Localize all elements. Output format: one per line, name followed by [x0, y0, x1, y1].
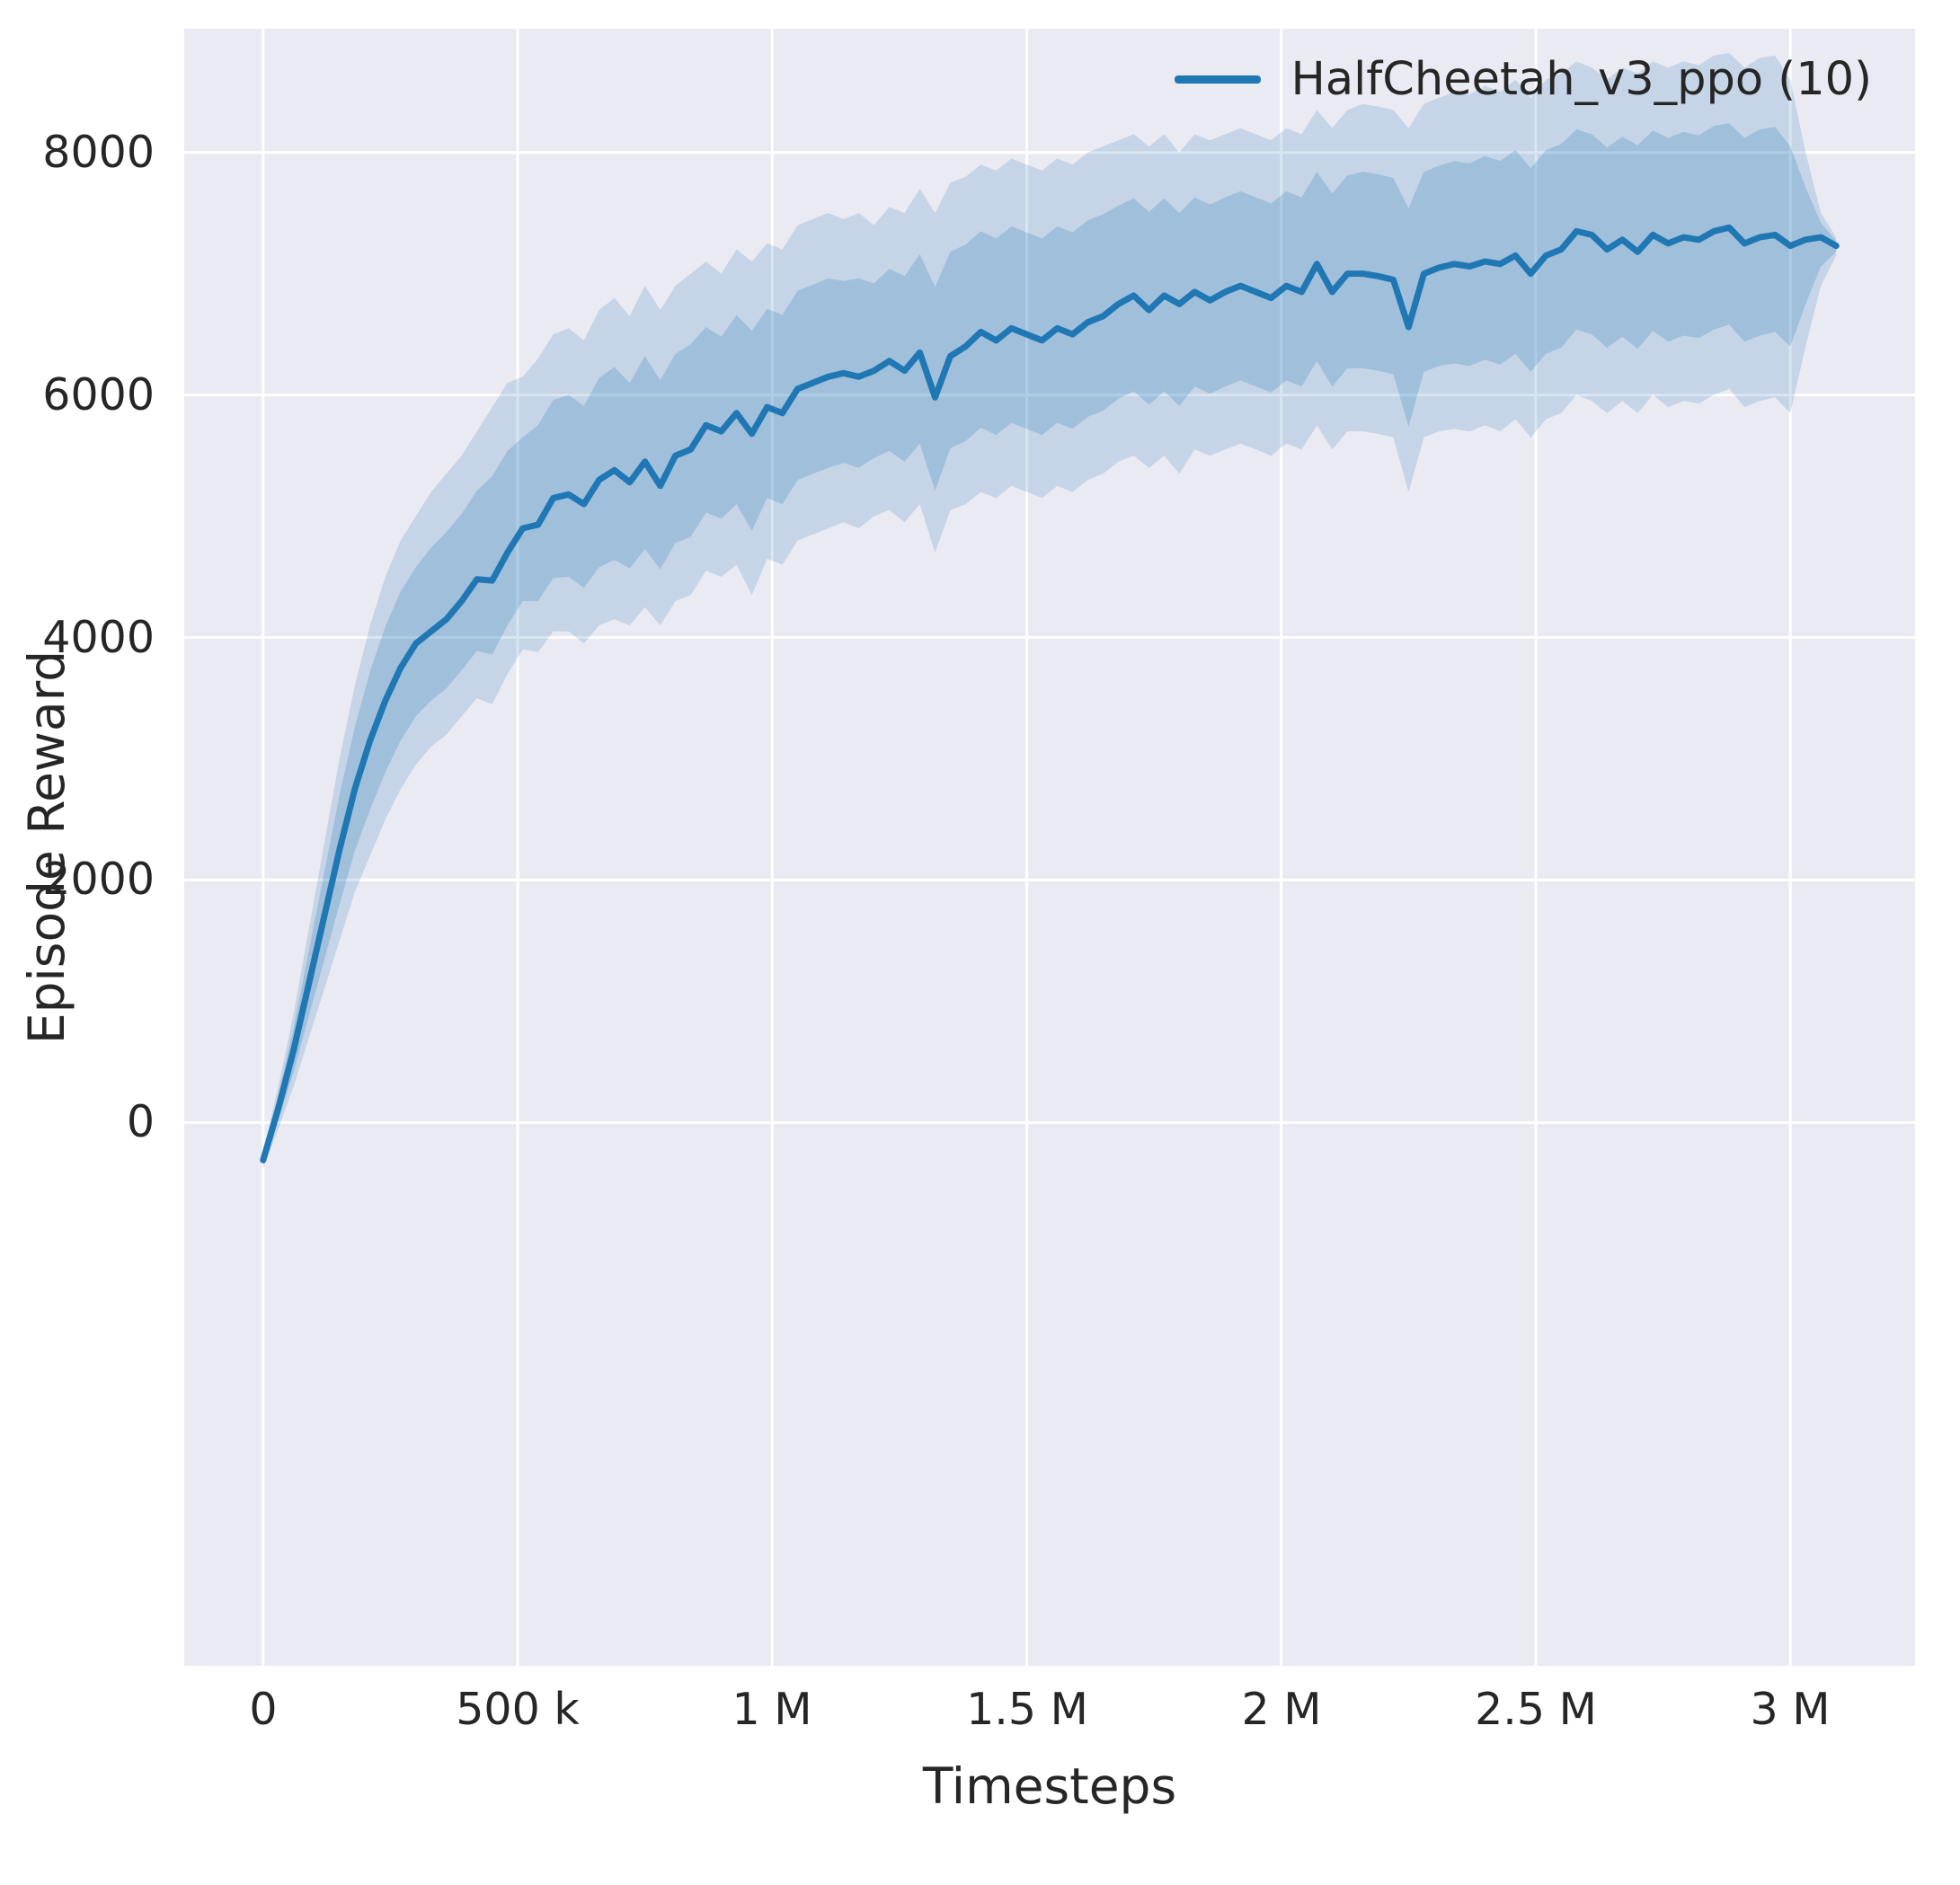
- x-tick-label: 500 k: [456, 1684, 580, 1735]
- y-tick-label: 4000: [42, 612, 155, 663]
- y-tick-label: 0: [126, 1096, 155, 1147]
- x-tick-label: 1 M: [732, 1684, 812, 1735]
- confidence-band-outer: [262, 53, 1837, 1169]
- x-tick-label: 0: [249, 1684, 278, 1735]
- x-tick-label: 3 M: [1750, 1684, 1831, 1735]
- x-tick-label: 2 M: [1241, 1684, 1322, 1735]
- confidence-band-inner: [262, 123, 1837, 1165]
- y-axis-label: Episode Reward: [18, 650, 75, 1045]
- legend-line-swatch: [1174, 75, 1261, 84]
- chart-canvas: [184, 29, 1915, 1666]
- mean-line: [260, 224, 1840, 1164]
- plot-area: HalfCheetah_v3_ppo (10): [184, 29, 1915, 1666]
- x-axis-label: Timesteps: [922, 1757, 1177, 1815]
- y-tick-label: 6000: [42, 369, 155, 420]
- legend: HalfCheetah_v3_ppo (10): [1174, 52, 1872, 107]
- legend-label: HalfCheetah_v3_ppo (10): [1290, 53, 1872, 106]
- x-tick-label: 1.5 M: [966, 1684, 1088, 1735]
- y-tick-label: 2000: [42, 854, 155, 905]
- y-tick-label: 8000: [42, 127, 155, 178]
- x-tick-label: 2.5 M: [1475, 1684, 1597, 1735]
